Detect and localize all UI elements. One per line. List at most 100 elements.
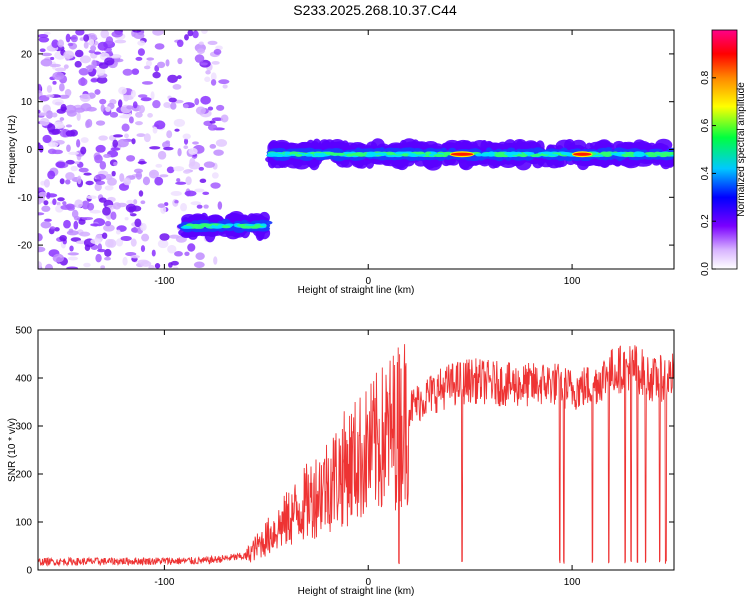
noise-blob [174,200,179,204]
noise-blob [113,134,124,138]
noise-blob [149,146,161,150]
noise-blob [120,235,132,241]
noise-blob [166,130,173,139]
noise-blob [174,128,180,132]
noise-blob [152,30,164,36]
noise-blob [39,118,50,126]
noise-blob [130,89,136,98]
noise-blob [95,173,107,180]
noise-blob [79,231,91,237]
noise-blob [54,227,60,232]
noise-blob [140,245,146,253]
noise-blob [142,176,151,186]
noise-blob [141,233,150,242]
noise-blob [184,251,190,256]
band-core [192,225,205,229]
y-tick-label: 200 [15,470,32,481]
y-tick-label: 300 [15,422,32,433]
noise-blob [47,142,59,148]
noise-blob [164,202,169,206]
noise-blob [124,217,129,221]
noise-blob [63,64,69,69]
noise-blob [218,79,230,85]
noise-blob [95,120,106,126]
noise-blob [163,101,171,109]
noise-blob [83,34,90,42]
noise-blob [38,212,45,216]
noise-blob [189,157,196,167]
noise-blob [70,165,78,172]
noise-blob [64,89,72,97]
noise-blob [62,201,67,206]
noise-blob [136,133,146,137]
noise-blob [196,48,205,55]
noise-blob [130,227,138,233]
y-axis-label: Frequency (Hz) [7,115,18,184]
noise-blob [97,248,106,253]
band-core [295,153,303,157]
noise-blob [199,178,207,184]
noise-blob [85,180,94,186]
noise-blob [62,128,68,138]
y-tick-label: 400 [15,374,32,385]
noise-blob [167,244,177,254]
noise-blob [170,190,182,196]
band-core [313,152,321,156]
band-core [480,153,490,157]
noise-blob [198,41,204,46]
noise-blob [193,261,205,268]
noise-blob [211,172,219,179]
noise-blob [133,32,145,39]
noise-blob [108,50,113,57]
noise-blob [159,174,169,178]
noise-blob [123,94,129,102]
noise-blob [172,266,179,269]
noise-blob [137,40,146,46]
band-core [260,223,267,227]
noise-blob [76,139,81,148]
colorbar-tick-label: 0.0 [700,262,711,276]
band-core [613,152,621,156]
noise-blob [126,105,134,110]
noise-blob [103,224,115,232]
noise-blob [141,81,154,85]
noise-blob [86,33,97,41]
noise-blob [209,120,216,124]
band-outer [188,214,206,222]
x-tick-label: 0 [365,276,371,287]
noise-blob [117,99,123,108]
band-core [325,151,335,155]
snr-frame [37,329,675,571]
noise-blob [211,60,220,65]
band-mid [556,155,566,161]
noise-blob [135,121,143,126]
noise-blob [117,138,129,148]
noise-blob [152,126,158,134]
noise-blob [216,104,225,111]
noise-blob [151,249,156,257]
noise-blob [135,56,143,61]
noise-blob [38,83,42,91]
noise-blob [81,216,94,221]
noise-blob [67,252,80,256]
noise-blob [175,181,187,185]
noise-blob [65,124,73,128]
noise-blob [65,33,71,43]
band-core [220,225,231,229]
noise-blob [184,34,189,41]
noise-blob [137,94,148,98]
noise-blob [63,219,71,229]
x-tick-label: -100 [154,276,174,287]
noise-blob [122,256,128,266]
noise-blob [56,201,61,206]
noise-blob [138,105,145,114]
noise-blob [107,177,117,186]
noise-blob [52,71,65,81]
band-core [375,152,387,156]
noise-blob [78,68,90,76]
noise-blob [60,106,67,112]
y-tick-label: 0 [26,566,32,577]
noise-blob [130,238,137,247]
